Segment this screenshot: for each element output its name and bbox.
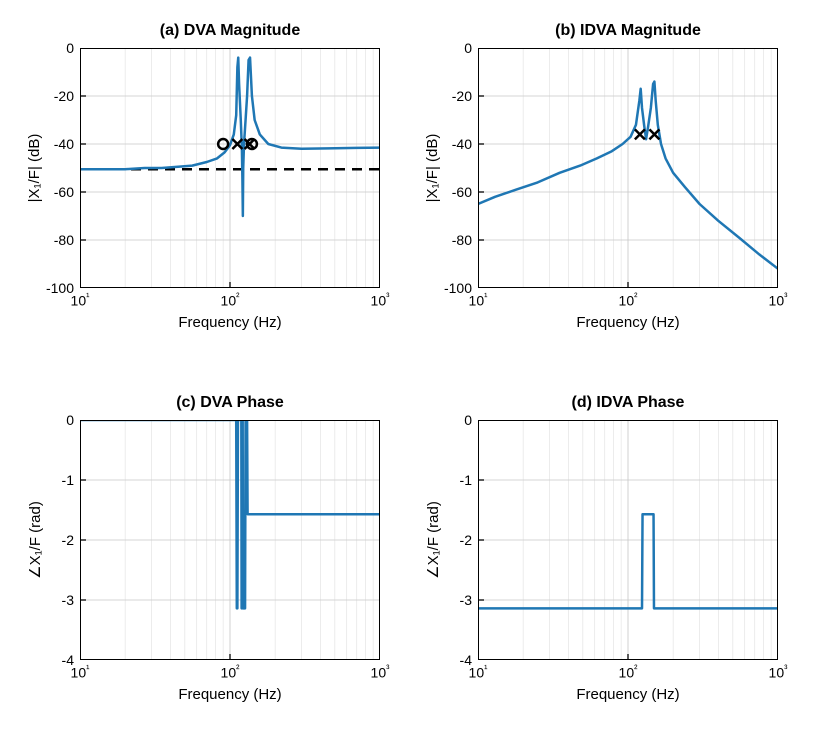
- y-tick-label: -4: [460, 652, 472, 668]
- x-tick-label: 10³: [371, 292, 390, 309]
- pole-marker: [635, 129, 645, 139]
- x-tick-label: 10³: [769, 292, 788, 309]
- y-tick-label: -60: [452, 184, 472, 200]
- y-tick-label: -3: [460, 592, 472, 608]
- y-tick-label: -1: [62, 472, 74, 488]
- y-tick-label: -1: [460, 472, 472, 488]
- pole-marker: [649, 129, 659, 139]
- y-tick-label: -80: [54, 232, 74, 248]
- y-tick-label: -20: [54, 88, 74, 104]
- y-tick-label: -4: [62, 652, 74, 668]
- x-tick-label: 10²: [221, 664, 240, 681]
- x-axis-label: Frequency (Hz): [576, 686, 679, 703]
- y-tick-label: -80: [452, 232, 472, 248]
- x-tick-label: 10²: [619, 664, 638, 681]
- x-axis-label: Frequency (Hz): [178, 686, 281, 703]
- y-tick-label: -2: [460, 532, 472, 548]
- y-tick-label: 0: [464, 412, 472, 428]
- panel-a: [80, 48, 380, 288]
- plot-area: [80, 48, 380, 288]
- plot-area: [478, 48, 778, 288]
- x-tick-label: 10³: [371, 664, 390, 681]
- panel-title: (c) DVA Phase: [176, 394, 284, 412]
- y-tick-label: 0: [464, 40, 472, 56]
- panel-b: [478, 48, 778, 288]
- plot-area: [478, 420, 778, 660]
- x-axis-label: Frequency (Hz): [576, 314, 679, 331]
- y-tick-label: -20: [452, 88, 472, 104]
- y-axis-label: ∠X₁/F (rad): [424, 501, 442, 579]
- y-tick-label: -40: [452, 136, 472, 152]
- plot-area: [80, 420, 380, 660]
- y-tick-label: -100: [46, 280, 74, 296]
- panel-d: [478, 420, 778, 660]
- y-axis-label: |X₁/F| (dB): [26, 134, 43, 203]
- panel-c: [80, 420, 380, 660]
- x-tick-label: 10²: [619, 292, 638, 309]
- panel-title: (a) DVA Magnitude: [160, 22, 300, 40]
- bode-figure: (a) DVA Magnitude Frequency (Hz) |X₁/F| (d…: [0, 0, 821, 736]
- y-axis-label: ∠X₁/F (rad): [26, 501, 44, 579]
- y-tick-label: -2: [62, 532, 74, 548]
- x-tick-label: 10²: [221, 292, 240, 309]
- panel-title: (d) IDVA Phase: [572, 394, 685, 412]
- x-tick-label: 10³: [769, 664, 788, 681]
- y-tick-label: -40: [54, 136, 74, 152]
- y-tick-label: 0: [66, 412, 74, 428]
- y-tick-label: 0: [66, 40, 74, 56]
- x-axis-label: Frequency (Hz): [178, 314, 281, 331]
- y-axis-label: |X₁/F| (dB): [424, 134, 441, 203]
- y-tick-label: -3: [62, 592, 74, 608]
- panel-title: (b) IDVA Magnitude: [555, 22, 701, 40]
- y-tick-label: -60: [54, 184, 74, 200]
- y-tick-label: -100: [444, 280, 472, 296]
